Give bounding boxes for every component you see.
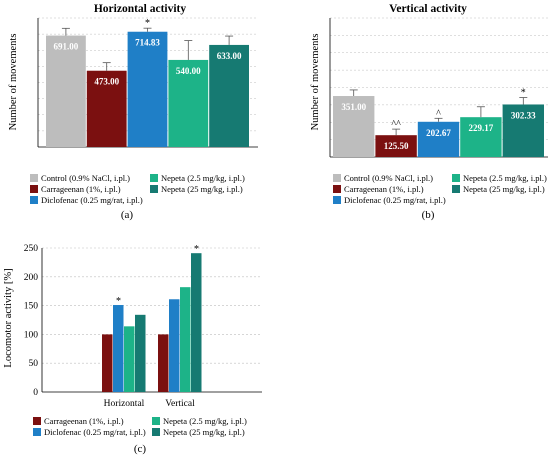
chart-panel-c: Locomotor activity [%] 0 50 100 150 200 250 * H… bbox=[3, 244, 262, 455]
bar-a-2 bbox=[127, 31, 168, 148]
y-tick-label: 200 bbox=[24, 273, 39, 283]
legend-entry: Nepeta (25 mg/kg, i.pl.) bbox=[163, 427, 245, 437]
data-label-b-0: 351.00 bbox=[341, 102, 366, 112]
bar-c-1-3 bbox=[191, 253, 202, 392]
data-label-a-4: 633.00 bbox=[217, 51, 242, 61]
legend-swatch bbox=[333, 196, 341, 204]
chart-a-ylabel: Number of movements bbox=[8, 34, 19, 131]
legend-entry: Carrageenan (1%, i.pl.) bbox=[41, 184, 121, 194]
data-label-b-2: 202.67 bbox=[426, 128, 451, 138]
data-label-a-1: 473.00 bbox=[94, 77, 119, 87]
data-label-b-3: 229.17 bbox=[469, 123, 494, 133]
legend-entry: Control (0.9% NaCl, i.pl.) bbox=[344, 173, 433, 183]
bar-a-4 bbox=[209, 44, 249, 147]
legend-swatch bbox=[452, 185, 460, 193]
significance-mark: ^^ bbox=[391, 119, 401, 130]
legend-entry: Nepeta (2.5 mg/kg, i.pl.) bbox=[163, 416, 247, 426]
chart-a-title: Horizontal activity bbox=[94, 3, 187, 15]
significance-mark: * bbox=[521, 88, 526, 99]
legend-swatch bbox=[333, 185, 341, 193]
legend-swatch bbox=[150, 174, 158, 182]
bar-b-1 bbox=[375, 135, 417, 157]
bar-b-2 bbox=[417, 121, 460, 157]
significance-mark: ^ bbox=[436, 108, 441, 119]
legend-swatch bbox=[30, 174, 38, 182]
legend-swatch bbox=[30, 196, 38, 204]
significance-mark: * bbox=[116, 296, 121, 307]
legend-swatch bbox=[150, 185, 158, 193]
legend-entry: Nepeta (25 mg/kg, i.pl.) bbox=[463, 184, 545, 194]
y-tick-label: 150 bbox=[24, 302, 39, 312]
bar-a-1 bbox=[86, 70, 127, 147]
chart-b-title: Vertical activity bbox=[389, 3, 467, 15]
bar-c-0-1 bbox=[113, 305, 124, 392]
chart-panel-a: Horizontal activity Number of movements … bbox=[8, 3, 258, 221]
significance-mark: * bbox=[194, 244, 199, 255]
legend-entry: Diclofenac (0.25 mg/rat, i.pl.) bbox=[41, 195, 143, 205]
bar-a-3 bbox=[168, 59, 209, 147]
legend-entry: Carrageenan (1%, i.pl.) bbox=[44, 416, 124, 426]
bar-c-1-2 bbox=[180, 287, 191, 392]
chart-c-ylabel: Locomotor activity [%] bbox=[3, 268, 14, 367]
legend-swatch bbox=[152, 428, 160, 436]
chart-b-ylabel: Number of movements bbox=[310, 34, 321, 131]
chart-panel-b: Vertical activity Number of movements 35… bbox=[310, 3, 548, 221]
significance-mark: * bbox=[145, 18, 150, 29]
bar-c-0-0 bbox=[102, 334, 113, 392]
panel-label-b: (b) bbox=[422, 209, 435, 221]
x-tick-label: Horizontal bbox=[104, 399, 145, 409]
legend-swatch bbox=[152, 417, 160, 425]
panel-label-c: (c) bbox=[134, 443, 147, 455]
bar-b-3 bbox=[460, 117, 502, 157]
x-tick-label: Vertical bbox=[165, 399, 195, 409]
bar-c-0-3 bbox=[135, 314, 146, 392]
legend-entry: Carrageenan (1%, i.pl.) bbox=[344, 184, 424, 194]
legend-swatch bbox=[30, 185, 38, 193]
y-tick-label: 50 bbox=[29, 359, 39, 369]
bar-c-0-2 bbox=[124, 326, 135, 392]
legend-entry: Diclofenac (0.25 mg/rat, i.pl.) bbox=[344, 195, 446, 205]
data-label-b-4: 302.33 bbox=[511, 110, 536, 120]
y-tick-label: 250 bbox=[24, 244, 39, 254]
panel-label-a: (a) bbox=[121, 209, 134, 221]
data-label-b-1: 125.50 bbox=[384, 141, 409, 151]
legend-entry: Nepeta (2.5 mg/kg, i.pl.) bbox=[463, 173, 547, 183]
bar-b-4 bbox=[502, 104, 544, 157]
legend-entry: Nepeta (2.5 mg/kg, i.pl.) bbox=[161, 173, 245, 183]
data-label-a-2: 714.83 bbox=[135, 38, 160, 48]
y-tick-label: 100 bbox=[24, 330, 39, 340]
bar-c-1-1 bbox=[169, 299, 180, 392]
legend-swatch bbox=[452, 174, 460, 182]
bar-a-0 bbox=[46, 35, 86, 147]
legend-entry: Diclofenac (0.25 mg/rat, i.pl.) bbox=[44, 427, 146, 437]
legend-swatch bbox=[33, 428, 41, 436]
legend-entry: Nepeta (25 mg/kg, i.pl.) bbox=[161, 184, 243, 194]
bar-b-0 bbox=[333, 96, 375, 157]
data-label-a-3: 540.00 bbox=[176, 66, 201, 76]
legend-swatch bbox=[333, 174, 341, 182]
legend-swatch bbox=[33, 417, 41, 425]
data-label-a-0: 691.00 bbox=[54, 42, 79, 52]
bar-c-1-0 bbox=[158, 334, 169, 392]
y-tick-label: 0 bbox=[33, 388, 38, 398]
legend-entry: Control (0.9% NaCl, i.pl.) bbox=[41, 173, 130, 183]
